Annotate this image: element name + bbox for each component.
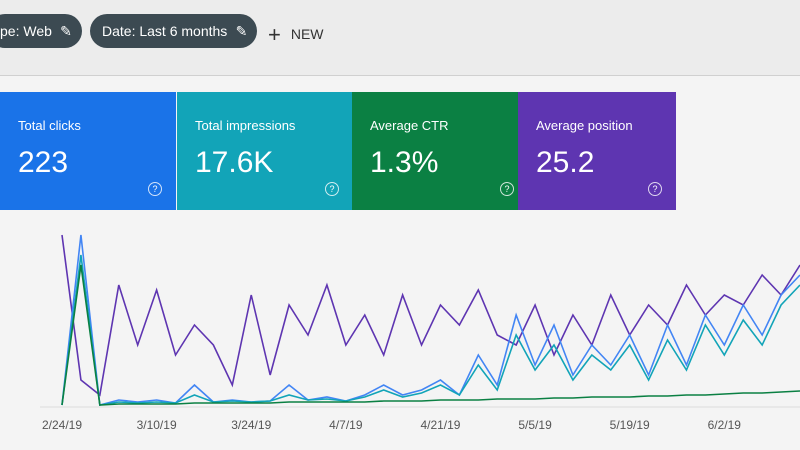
metric-value: 223 bbox=[18, 146, 69, 179]
metric-label: Total clicks bbox=[18, 118, 81, 133]
filter-chip[interactable]: Date: Last 6 months bbox=[90, 14, 258, 48]
x-tick-label: 5/5/19 bbox=[518, 418, 552, 432]
metric-card[interactable]: Average position 25.2? bbox=[518, 92, 676, 210]
x-tick-label: 4/21/19 bbox=[420, 418, 460, 432]
x-tick-label: 3/24/19 bbox=[231, 418, 271, 432]
x-tick-label: 6/2/19 bbox=[708, 418, 742, 432]
series-line bbox=[61, 264, 800, 406]
series-line bbox=[61, 234, 800, 407]
filter-chip[interactable]: pe: Web bbox=[0, 14, 82, 48]
x-tick-label: 5/19/19 bbox=[610, 418, 650, 432]
filter-bar: pe: Web Date: Last 6 months +NEW bbox=[0, 0, 800, 76]
x-tick-label: 3/10/19 bbox=[137, 418, 177, 432]
help-icon[interactable]: ? bbox=[648, 182, 662, 196]
series-line bbox=[61, 254, 800, 406]
metric-card[interactable]: Total clicks 223? bbox=[0, 92, 176, 210]
metric-card[interactable]: Total impressions 17.6K? bbox=[177, 92, 353, 210]
help-icon[interactable]: ? bbox=[500, 182, 514, 196]
chart: 2/24/19 3/10/19 3/24/19 4/7/19 4/21/19 5/5/19… bbox=[40, 234, 800, 432]
metric-value: 17.6K bbox=[195, 146, 274, 179]
x-tick-label: 2/24/19 bbox=[42, 418, 82, 432]
series-line bbox=[61, 234, 800, 397]
metric-card[interactable]: Average CTR 1.3%? bbox=[352, 92, 528, 210]
metric-value: 25.2 bbox=[536, 146, 595, 179]
metric-label: Total impressions bbox=[195, 118, 296, 133]
metric-label: Average CTR bbox=[370, 118, 449, 133]
help-icon[interactable]: ? bbox=[148, 182, 162, 196]
metric-value: 1.3% bbox=[370, 146, 439, 179]
new-label: NEW bbox=[290, 26, 324, 42]
new-button[interactable]: + NEW bbox=[268, 22, 324, 47]
help-icon[interactable]: ? bbox=[325, 182, 339, 196]
x-tick-label: 4/7/19 bbox=[329, 418, 363, 432]
metric-label: Average position bbox=[536, 118, 633, 133]
